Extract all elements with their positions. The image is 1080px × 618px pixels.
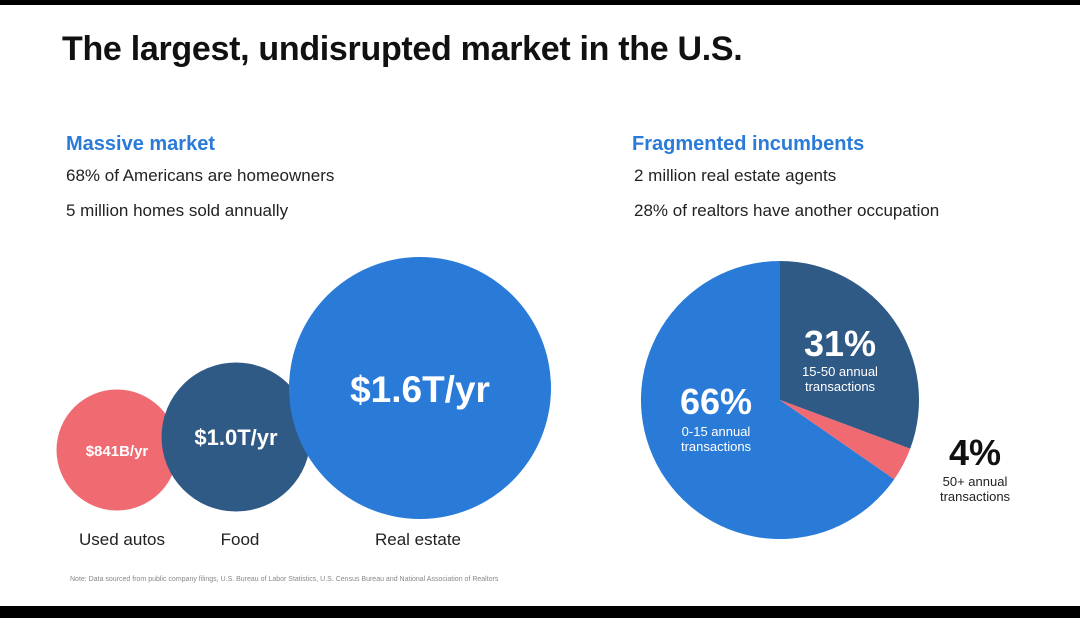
top-border	[0, 0, 1080, 5]
homeowners-fact: 68% of Americans are homeowners	[66, 166, 335, 185]
category-real-estate: Real estate	[375, 530, 461, 549]
bubble-real-estate	[289, 257, 551, 519]
slice-pct-15-50: 31%	[804, 323, 876, 364]
transactions-pie-chart: 66% 0-15 annual transactions 31% 15-50 an…	[640, 261, 920, 539]
homes-sold-fact: 5 million homes sold annually	[66, 201, 289, 220]
slice-label-0-15: 0-15 annual transactions	[681, 424, 752, 454]
bottom-border	[0, 606, 1080, 618]
slice-pct-0-15: 66%	[680, 381, 752, 422]
source-note: Note: Data sourced from public company f…	[70, 576, 499, 583]
bubble-used-autos	[56, 389, 178, 511]
slice-pct-50-plus: 4%	[948, 432, 1002, 473]
slice-50-plus-callout: 4% 50+ annual transactions	[920, 432, 1030, 504]
category-food: Food	[220, 530, 260, 549]
bubble-label-used-autos: $841B/yr	[86, 443, 149, 460]
slice-50-plus	[780, 400, 911, 480]
slice-label-50-plus: 50+ annual transactions	[939, 474, 1011, 504]
massive-market-heading: Massive market	[66, 133, 215, 155]
slice-label-15-50: 15-50 annual transactions	[802, 364, 878, 394]
realtors-occupation-fact: 28% of realtors have another occupation	[634, 201, 940, 220]
agents-fact: 2 million real estate agents	[634, 166, 837, 185]
slice-15-50	[780, 261, 920, 449]
bubble-label-food: $1.0T/yr	[194, 425, 278, 450]
page-title: The largest, undisrupted market in the U…	[62, 30, 743, 68]
market-size-bubble-chart: $841B/yr $1.0T/yr $1.6T/yr	[56, 257, 551, 519]
bubble-food	[161, 362, 311, 512]
bubble-label-real-estate: $1.6T/yr	[350, 369, 490, 410]
slice-0-15	[640, 261, 895, 539]
fragmented-incumbents-heading: Fragmented incumbents	[632, 133, 865, 155]
category-used-autos: Used autos	[79, 530, 165, 549]
